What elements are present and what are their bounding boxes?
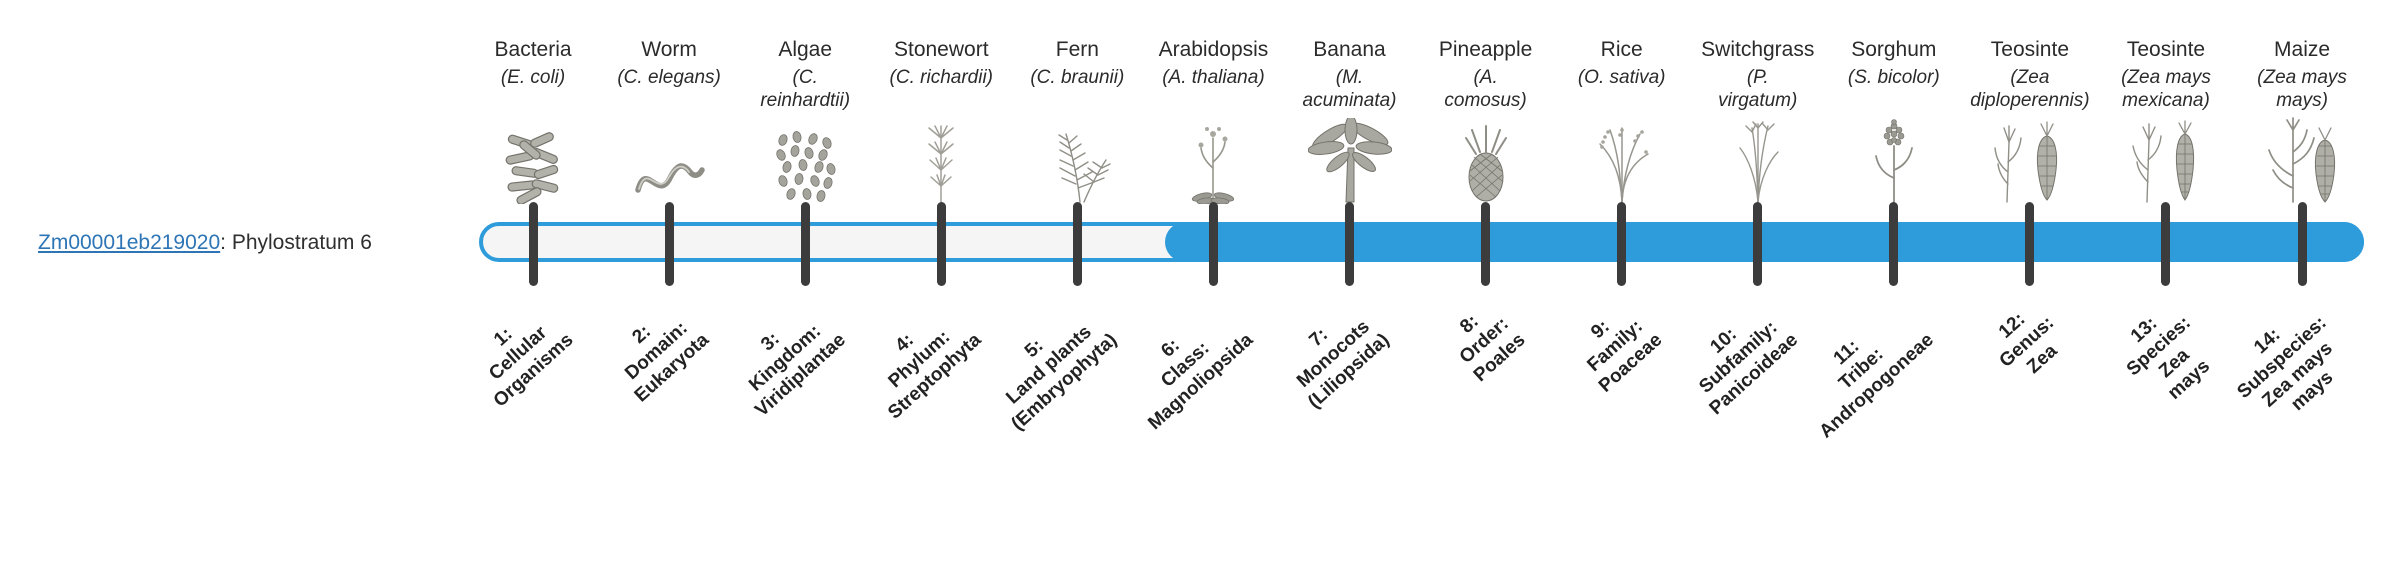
- teosinte-mexicana-icon: [2098, 114, 2234, 204]
- organism-scientific-name: (P. virgatum): [1718, 67, 1798, 112]
- fern-icon: [1009, 114, 1145, 204]
- phylostratum-label: 14: Subspecies: Zea mays mays: [2233, 312, 2338, 416]
- phylostratum-tick: [800, 202, 810, 286]
- organism-name: Stonewort: [893, 38, 989, 61]
- stratum-column: Rice (O. sativa): [1554, 0, 1690, 580]
- stratum-column: Algae (C. reinhardtii): [737, 0, 873, 580]
- organism-name: Rice: [1600, 38, 1643, 61]
- organism-scientific-name: (Zea mays mays): [2257, 67, 2347, 112]
- phylostratum-tick: [1889, 202, 1899, 286]
- organism-name: Arabidopsis: [1158, 38, 1269, 61]
- organism-scientific-name: (S. bicolor): [1847, 67, 1940, 88]
- phylostratum-tick: [936, 202, 946, 286]
- organism-name: Worm: [641, 38, 697, 61]
- phylostratum-label: 4: Phylum: Streptophyta: [884, 326, 986, 424]
- phylostratum-tick: [1345, 202, 1354, 286]
- algae-icon: [737, 114, 873, 204]
- phylostratum-label: 3: Kingdom: Viridiplantae: [745, 321, 850, 421]
- arabidopsis-icon: [1145, 114, 1281, 204]
- organism-name: Fern: [1055, 38, 1099, 61]
- phylostratum-tick: [1072, 202, 1082, 286]
- organism-scientific-name: (Zea diploperennis): [1970, 67, 2090, 112]
- organism-scientific-name: (O. sativa): [1577, 67, 1666, 88]
- sorghum-icon: [1826, 114, 1962, 204]
- bacteria-icon: [465, 114, 601, 204]
- banana-icon: [1281, 114, 1417, 204]
- organism-scientific-name: (M. acuminata): [1302, 67, 1397, 112]
- organism-scientific-name: (A. thaliana): [1162, 67, 1265, 88]
- organism-name: Banana: [1313, 38, 1386, 61]
- gene-phylostratum-text: : Phylostratum 6: [220, 231, 372, 254]
- phylostratum-label: 13: Species: Zea mays: [2122, 312, 2215, 404]
- stratum-column: Teosinte (Zea mays mexicana): [2098, 0, 2234, 580]
- phylostratum-label: 7: Monocots (Liliopsida): [1293, 316, 1394, 413]
- stratum-column: Stonewort (C. richardii) 4: Phylum: Stre…: [873, 0, 1009, 580]
- stratum-column: Sorghum (S. bicolor): [1816, 0, 1962, 580]
- stratum-column: Fern (C. braunii) 5: Land plants (Embryo…: [1003, 0, 1145, 580]
- phylostratum-tick: [1208, 202, 1218, 286]
- gene-annotation: Zm00001eb219020: Phylostratum 6: [38, 231, 372, 255]
- stratum-column: Bacteria (E. coli): [465, 0, 601, 580]
- stratum-column: Banana (M. acuminata) 7: [1281, 0, 1417, 580]
- switchgrass-icon: [1690, 114, 1826, 204]
- phylostratum-tick: [2025, 202, 2035, 286]
- organism-name: Teosinte: [2126, 38, 2206, 61]
- phylostratum-tick: [2161, 202, 2171, 286]
- phylostratum-tick: [1481, 202, 1491, 286]
- stratum-column: Switchgrass (P. virgatum) 10: Subfamily:…: [1690, 0, 1826, 580]
- gene-id-link[interactable]: Zm00001eb219020: [38, 231, 221, 254]
- organism-name: Switchgrass: [1701, 38, 1815, 61]
- teosinte-diploperennis-icon: [1962, 114, 2098, 204]
- phylostratum-tick: [1753, 202, 1763, 286]
- organism-scientific-name: (C. reinhardtii): [760, 67, 851, 112]
- phylostrata-strip: Bacteria (E. coli): [465, 0, 2370, 580]
- stratum-column: Maize (Zea mays mays): [2234, 0, 2370, 580]
- phylostratum-tick: [664, 202, 674, 286]
- phylostratum-tick: [2297, 202, 2307, 286]
- phylostratum-label: 9: Family: Poaceae: [1583, 316, 1666, 397]
- phylostratum-label: 12: Genus: Zea: [1995, 308, 2062, 378]
- stratum-column: Pineapple (A. comosus) 8: Order: Poales: [1418, 0, 1554, 580]
- phylostratum-label: 8: Order: Poales: [1456, 310, 1530, 386]
- phylostratum-label: 2: Domain: Eukaryota: [621, 317, 714, 407]
- stratum-column: Teosinte (Zea diploperennis): [1962, 0, 2098, 580]
- organism-scientific-name: (C. elegans): [617, 67, 721, 88]
- organism-scientific-name: (C. richardii): [889, 67, 993, 88]
- phylostratum-tick: [528, 202, 538, 286]
- organism-name: Bacteria: [494, 38, 572, 61]
- organism-name: Algae: [778, 38, 833, 61]
- maize-icon: [2234, 114, 2370, 204]
- phylostratum-label: 1: Cellular Organisms: [485, 322, 578, 412]
- organism-name: Maize: [2274, 38, 2331, 61]
- organism-name: Sorghum: [1851, 38, 1937, 61]
- organism-scientific-name: (Zea mays mexicana): [2121, 67, 2211, 112]
- organism-scientific-name: (A. comosus): [1444, 67, 1527, 112]
- rice-icon: [1554, 114, 1690, 204]
- stonewort-icon: [873, 114, 1009, 204]
- organism-name: Teosinte: [1990, 38, 2069, 61]
- organism-name: Pineapple: [1438, 38, 1533, 61]
- pineapple-icon: [1418, 114, 1554, 204]
- worm-icon: [601, 114, 737, 204]
- phylostratum-label: 10: Subfamily: Panicoideae: [1695, 317, 1802, 420]
- stratum-column: Arabidopsis (A. thaliana): [1145, 0, 1281, 580]
- organism-scientific-name: (C. braunii): [1030, 67, 1125, 88]
- phylostratum-tick: [1617, 202, 1627, 286]
- organism-scientific-name: (E. coli): [500, 67, 566, 88]
- stratum-column: Worm (C. elegans) 2: Domain: Eukaryota: [601, 0, 737, 580]
